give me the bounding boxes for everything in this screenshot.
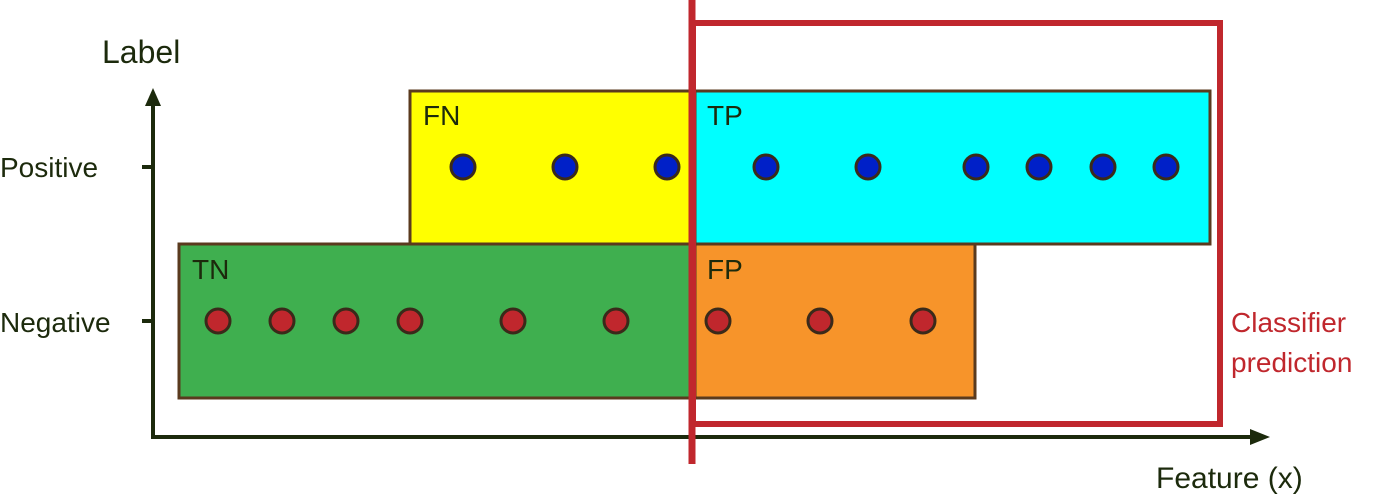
- negative-point-tn: [602, 307, 630, 335]
- classifier-label-line2: prediction: [1231, 347, 1352, 378]
- tp-label: TP: [707, 100, 743, 131]
- negative-point-tn: [268, 307, 296, 335]
- y-axis-title: Label: [102, 34, 180, 70]
- x-axis-arrow: [1250, 429, 1270, 445]
- positive-point-fn: [653, 153, 681, 181]
- x-axis-title: Feature (x): [1156, 462, 1303, 495]
- data-points: [204, 153, 1180, 335]
- classifier-label-line1: Classifier: [1231, 307, 1346, 338]
- negative-point-fp: [704, 307, 732, 335]
- negative-point-fp: [909, 307, 937, 335]
- positive-point-tp: [854, 153, 882, 181]
- negative-point-fp: [806, 307, 834, 335]
- positive-point-tp: [1152, 153, 1180, 181]
- positive-point-fn: [449, 153, 477, 181]
- y-axis-arrow: [145, 88, 161, 106]
- y-tick-label-negative: Negative: [0, 307, 111, 338]
- tp-box: [693, 89, 1212, 246]
- negative-point-tn: [204, 307, 232, 335]
- fp-label: FP: [707, 254, 743, 285]
- negative-point-tn: [332, 307, 360, 335]
- negative-point-tn: [396, 307, 424, 335]
- positive-point-tp: [752, 153, 780, 181]
- positive-point-tp: [1089, 153, 1117, 181]
- positive-point-fn: [551, 153, 579, 181]
- positive-point-tp: [962, 153, 990, 181]
- negative-point-tn: [499, 307, 527, 335]
- y-tick-label-positive: Positive: [0, 152, 98, 183]
- fn-label: FN: [423, 100, 460, 131]
- tn-label: TN: [192, 254, 229, 285]
- positive-point-tp: [1025, 153, 1053, 181]
